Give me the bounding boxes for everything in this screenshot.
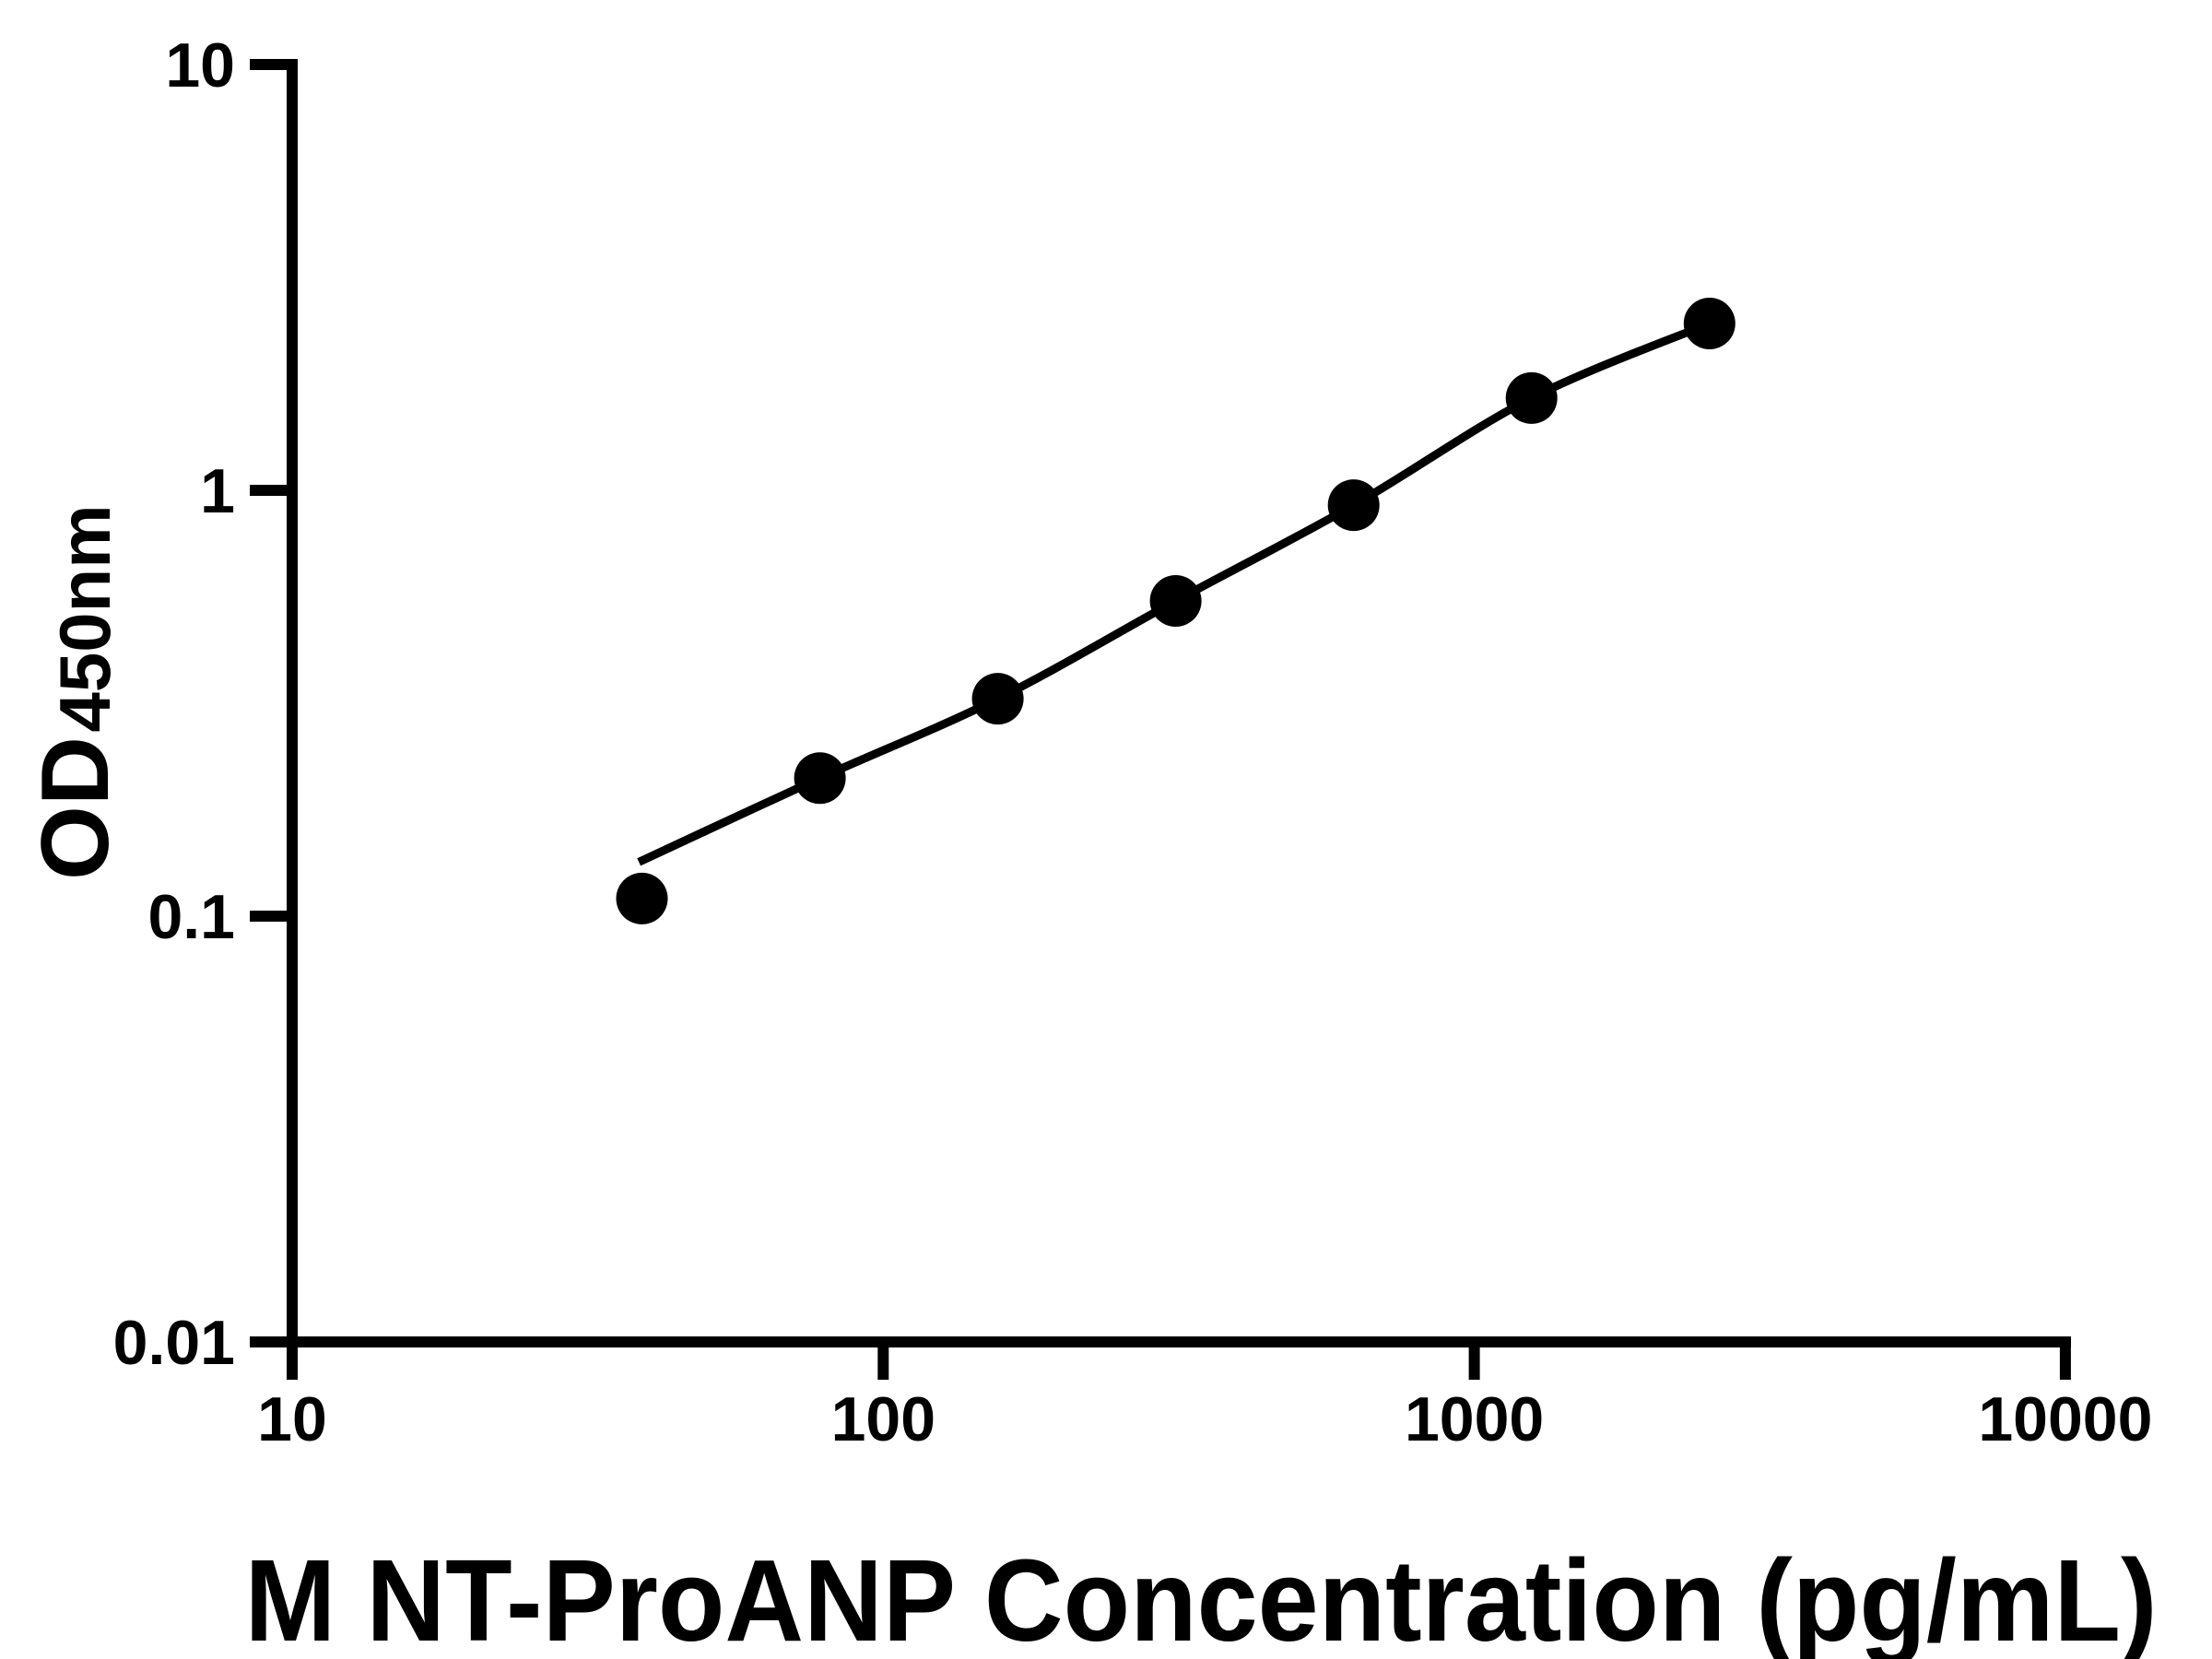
data-point: [1505, 371, 1558, 424]
data-point: [794, 752, 846, 805]
y-axis-title: OD 450nm: [22, 504, 129, 880]
data-point: [1683, 298, 1735, 349]
y-tick-label: 0.1: [147, 882, 235, 952]
data-point: [1149, 575, 1202, 627]
x-axis-title: M NT-ProANP Concentration (pg/mL): [245, 1535, 2158, 1659]
x-tick-label: 10000: [1978, 1384, 2152, 1454]
y-axis-title-main: OD: [22, 736, 129, 880]
x-tick-label: 100: [831, 1384, 935, 1454]
y-tick-label: 10: [165, 30, 235, 100]
data-point: [1327, 479, 1380, 532]
x-tick-label: 1000: [1405, 1384, 1544, 1454]
x-tick-label: 10: [257, 1384, 327, 1454]
x-axis-ticks: 10 100 1000 10000: [257, 1342, 2152, 1454]
data-point: [616, 872, 668, 924]
axes: [287, 59, 2071, 1380]
data-point-series: [616, 298, 1735, 924]
y-tick-label: 1: [200, 456, 235, 526]
y-axis-ticks: 10 1 0.1 0.01: [113, 30, 292, 1378]
y-axis-line: [287, 59, 298, 1380]
y-tick-label: 0.01: [113, 1308, 235, 1378]
y-axis-title-subscript: 450nm: [44, 504, 125, 732]
data-point: [971, 673, 1024, 725]
x-axis-line: [287, 1336, 2071, 1347]
